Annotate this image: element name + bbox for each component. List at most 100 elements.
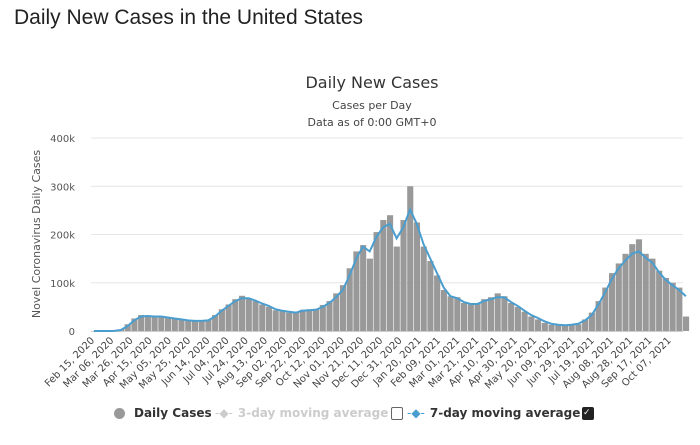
bar [232,299,239,331]
bar [642,253,649,331]
y-tick-label: 400k [50,134,75,145]
bar [393,246,400,331]
chart-title: Daily New Cases [305,73,438,92]
line-marker-icon: -◆- [215,406,233,420]
bar [461,303,468,331]
bar [144,316,151,331]
bar [595,301,602,331]
bar [487,297,495,331]
bar [198,321,205,331]
bar [265,306,273,331]
bar [387,215,394,331]
bar [131,318,138,331]
bar [158,316,165,331]
y-axis-label: Novel Coronavirus Daily Cases [30,150,43,318]
legend-daily-label: Daily Cases [134,406,212,420]
legend-3day[interactable]: -◆- 3-day moving average [215,406,388,420]
bar [191,320,199,331]
bar [420,246,427,331]
chart-subtitle-2: Data as of 0:00 GMT+0 [308,116,437,129]
chart-subtitle-1: Cases per Day [332,99,412,112]
bar [212,315,219,331]
3day-checkbox[interactable] [391,406,403,420]
legend-3day-label: 3-day moving average [237,406,389,420]
bar [165,317,172,331]
bar [292,311,299,331]
bar [582,319,589,331]
bar [407,186,414,331]
bar [548,324,555,331]
bar [440,289,447,331]
bar [239,295,246,331]
bar [481,299,488,331]
bar [656,270,663,331]
bar [339,285,347,331]
bar [205,319,212,331]
bar [313,308,320,331]
bar [151,316,158,331]
bar [521,311,528,331]
bar [454,297,461,331]
bar [272,310,279,331]
bar [124,324,131,331]
bar [575,324,582,331]
page-title: Daily New Cases in the United States [14,6,363,29]
bar [588,312,595,331]
bar [535,319,542,331]
y-tick-label: 300k [50,182,75,193]
bar [555,325,562,331]
7-day-average-line [93,206,687,332]
bar [299,309,306,331]
bar [252,301,259,331]
bar [353,251,360,331]
7day-checkbox[interactable]: ✓ [582,406,594,420]
bar [602,287,609,331]
bar [528,316,535,331]
bar [434,275,441,331]
bar [467,304,474,331]
bar [683,316,690,331]
bar [514,306,521,331]
bar [326,301,333,331]
bar [629,244,636,331]
bar [171,318,178,331]
bar [541,322,548,331]
bar [245,298,252,331]
bar [400,220,407,331]
bar [609,273,616,331]
y-tick-label: 0 [69,327,75,338]
bar [178,319,185,331]
line-marker-icon: -◆- [407,406,425,420]
bar [346,268,353,331]
bar [676,287,683,331]
bar [494,293,501,331]
y-tick-label: 200k [50,231,75,242]
legend-7day-label: 7-day moving average [429,406,581,420]
bar [185,320,192,331]
bar [413,222,421,331]
bar [286,312,293,331]
y-tick-label: 100k [50,279,75,290]
bar [427,261,434,331]
bar [561,325,569,331]
bar [474,303,481,331]
bar [649,258,656,331]
bar [447,296,454,331]
bar [622,253,629,331]
bar [218,309,225,331]
bar [360,245,367,331]
bar [319,304,326,331]
bar [333,293,340,331]
legend-7day[interactable]: -◆- 7-day moving average [407,406,580,420]
bar [635,239,643,331]
bar [568,325,575,331]
bar [306,309,313,331]
legend-daily-cases[interactable]: Daily Cases [114,406,212,420]
bar [662,277,669,331]
bar [508,303,515,331]
bar [225,304,232,331]
bar [501,296,508,331]
bar [380,220,387,331]
bar [259,304,266,331]
